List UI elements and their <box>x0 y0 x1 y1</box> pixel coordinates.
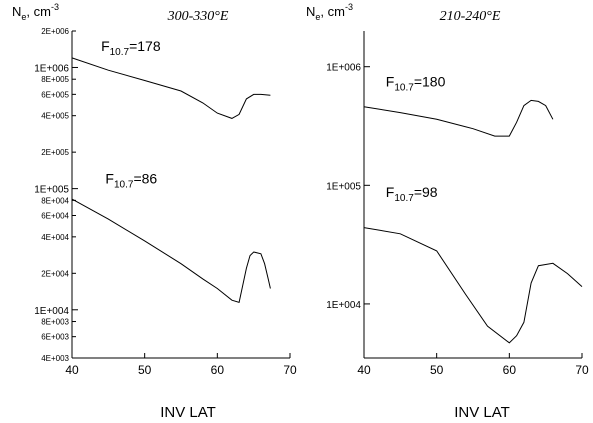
right-panel-annotations: F10.7=180 F10.7=98 <box>386 74 446 204</box>
right-panel-x-tick-label-1: 50 <box>430 363 444 377</box>
left-panel-y-tick-label-4: 4E+005 <box>41 112 69 121</box>
right-panel-f107-label-1: F10.7=98 <box>386 184 438 204</box>
left-panel-x-tick-label-3: 70 <box>283 363 297 377</box>
right-panel: 210-240°E Ne, cm-3 INV LAT 1E+0061E+0051… <box>306 2 589 421</box>
left-panel-y-tick-label-0: 2E+006 <box>41 27 69 36</box>
left-panel-y-tick-label-8: 6E+004 <box>41 212 69 221</box>
left-panel-y-axis-label: Ne, cm-3 <box>12 2 59 22</box>
left-panel-x-ticks: 40 50 60 70 <box>65 353 297 377</box>
left-panel-series <box>71 57 271 304</box>
left-panel-y-tick-label-10: 2E+004 <box>41 269 69 278</box>
left-panel-f107-label-0: F10.7=178 <box>101 38 161 58</box>
right-panel-x-axis-label: INV LAT <box>454 404 510 421</box>
left-panel-y-tick-label-6: 1E+005 <box>34 185 69 196</box>
right-panel-series-line-1 <box>363 227 583 344</box>
right-panel-x-tick-label-2: 60 <box>503 363 517 377</box>
left-panel-series-line-0 <box>71 57 271 119</box>
left-panel-x-tick-label-2: 60 <box>211 363 225 377</box>
left-panel-y-tick-label-7: 8E+004 <box>41 196 69 205</box>
left-panel: 300-330°E Ne, cm-3 INV LAT 2E+0061E+0068… <box>12 2 297 421</box>
left-panel-y-tick-label-12: 8E+003 <box>41 318 69 327</box>
left-panel-f107-label-1: F10.7=86 <box>105 171 157 191</box>
right-panel-x-tick-label-0: 40 <box>357 363 371 377</box>
left-panel-y-tick-label-1: 1E+006 <box>34 63 69 74</box>
left-panel-y-tick-label-14: 4E+003 <box>41 354 69 363</box>
right-panel-y-tick-label-1: 1E+005 <box>326 181 361 192</box>
right-panel-y-ticks: 1E+006 1E+005 1E+004 <box>326 63 370 311</box>
left-panel-annotations: F10.7=178 F10.7=86 <box>101 38 161 191</box>
left-panel-y-tick-label-2: 8E+005 <box>41 75 69 84</box>
right-panel-y-tick-label-0: 1E+006 <box>326 63 361 74</box>
left-panel-x-tick-label-0: 40 <box>65 363 79 377</box>
right-panel-series-line-0 <box>363 99 554 137</box>
left-panel-y-tick-label-3: 6E+005 <box>41 90 69 99</box>
left-panel-y-tick-label-11: 1E+004 <box>34 306 69 317</box>
right-panel-y-tick-label-2: 1E+004 <box>326 300 361 311</box>
right-panel-x-ticks: 40 50 60 70 <box>357 353 589 377</box>
right-panel-f107-label-0: F10.7=180 <box>386 74 446 94</box>
right-panel-y-axis-label: Ne, cm-3 <box>306 2 353 22</box>
left-panel-y-tick-label-13: 6E+003 <box>41 333 69 342</box>
left-panel-y-tick-label-5: 2E+005 <box>41 148 69 157</box>
left-panel-series-line-1 <box>71 198 271 304</box>
right-panel-x-tick-label-3: 70 <box>575 363 589 377</box>
left-panel-x-tick-label-1: 50 <box>138 363 152 377</box>
right-panel-title: 210-240°E <box>440 9 501 24</box>
left-panel-y-tick-label-9: 4E+004 <box>41 233 69 242</box>
left-panel-x-axis-label: INV LAT <box>160 404 216 421</box>
left-panel-title: 300-330°E <box>167 9 229 24</box>
right-panel-series <box>363 99 583 344</box>
